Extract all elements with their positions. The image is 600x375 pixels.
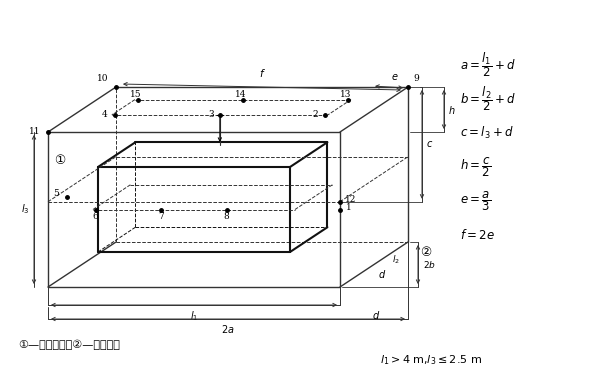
Text: 8: 8 [224,212,230,221]
Text: $f=2e$: $f=2e$ [460,228,495,242]
Text: 15: 15 [130,90,142,99]
Text: 13: 13 [340,90,352,99]
Text: ①—发动机侧　②—发电机侧: ①—发动机侧 ②—发电机侧 [18,340,120,350]
Text: $2a$: $2a$ [221,323,235,335]
Text: $f$: $f$ [259,67,265,79]
Text: $e=\dfrac{a}{3}$: $e=\dfrac{a}{3}$ [460,189,491,213]
Text: $l_2$: $l_2$ [392,254,400,266]
Text: $c$: $c$ [426,140,433,149]
Text: 12: 12 [345,195,356,204]
Text: $e$: $e$ [391,72,399,82]
Text: 5: 5 [53,189,59,198]
Text: $h=\dfrac{c}{2}$: $h=\dfrac{c}{2}$ [460,155,491,179]
Text: $c=l_3+d$: $c=l_3+d$ [460,125,514,141]
Text: $l_1$: $l_1$ [190,309,198,323]
Text: $b=\dfrac{l_2}{2}+d$: $b=\dfrac{l_2}{2}+d$ [460,85,516,113]
Text: 10: 10 [97,74,108,83]
Text: 1: 1 [346,203,352,212]
Text: $a=\dfrac{l_1}{2}+d$: $a=\dfrac{l_1}{2}+d$ [460,51,516,80]
Text: $d$: $d$ [372,309,380,321]
Text: $2b$: $2b$ [423,259,436,270]
Text: $d$: $d$ [378,268,386,280]
Text: ②: ② [421,246,431,258]
Text: 11: 11 [29,128,40,136]
Text: $l_3$: $l_3$ [20,202,29,216]
Text: 6: 6 [92,212,98,221]
Text: ①: ① [55,153,65,166]
Text: 4: 4 [102,110,108,119]
Text: 3: 3 [208,110,214,119]
Text: 9: 9 [413,74,419,83]
Text: $h$: $h$ [448,104,455,116]
Text: 7: 7 [158,212,164,221]
Text: $l_1>4$ m,$l_3\leq2.5$ m: $l_1>4$ m,$l_3\leq2.5$ m [380,353,482,367]
Text: 2: 2 [313,110,318,119]
Text: 14: 14 [235,90,247,99]
